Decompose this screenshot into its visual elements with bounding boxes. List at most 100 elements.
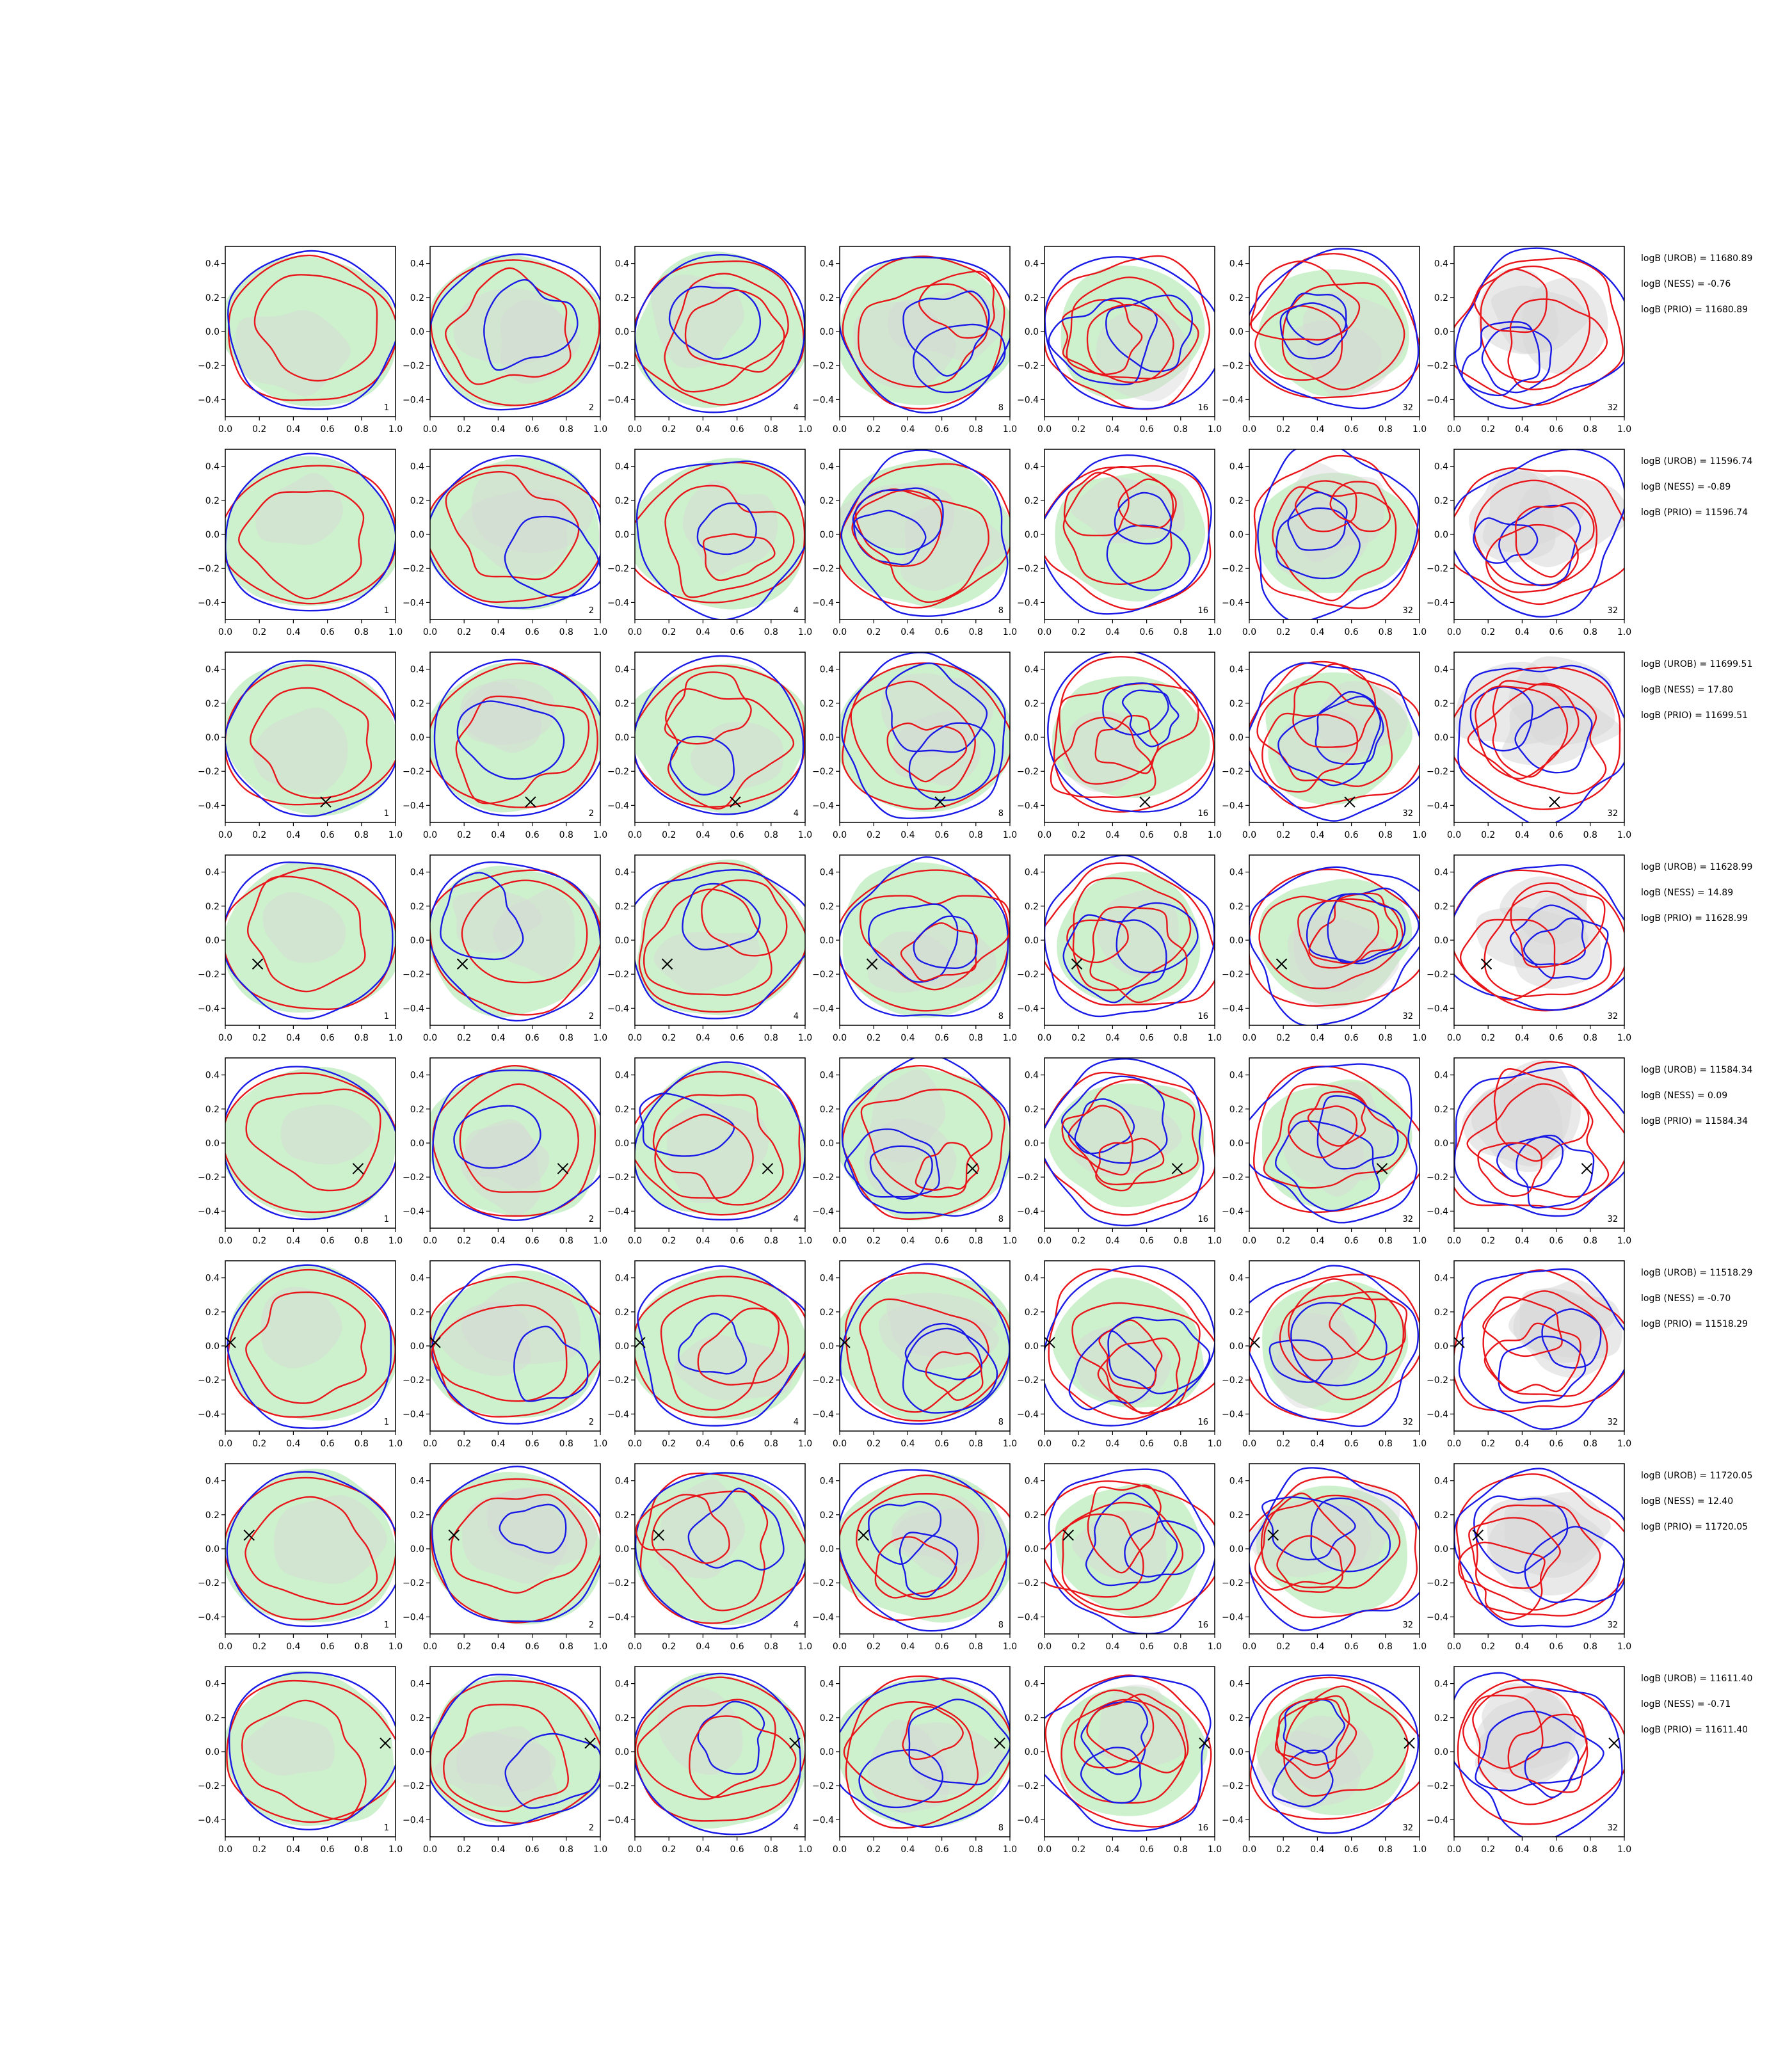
y-tick-label: 0.2 xyxy=(615,496,629,506)
y-tick-label: 0.4 xyxy=(205,1476,220,1487)
grey-density-fill xyxy=(435,1731,558,1807)
red-inner-contour xyxy=(1484,890,1612,997)
panel-contents xyxy=(1454,656,1624,822)
panel-contents xyxy=(1249,866,1420,1025)
y-tick-label: 0.0 xyxy=(1229,1341,1244,1352)
red-inner-contour xyxy=(1071,1302,1201,1414)
green-density-fill xyxy=(225,662,396,816)
grey-density-fill xyxy=(667,1103,769,1204)
red-inner-contour xyxy=(859,895,1010,991)
y-tick-label: −0.4 xyxy=(1222,801,1244,811)
x-tick-label: 0.4 xyxy=(1105,627,1119,637)
green-density-fill xyxy=(430,254,600,407)
panel-r1-c4: 0.0 0.2 0.4 0.6 0.8 1.0 0.4 0.2 0.0 −0.2 −0.4 8 xyxy=(812,246,1017,435)
x-tick-label: 0.4 xyxy=(1515,1033,1529,1043)
x-tick-label: 0.8 xyxy=(559,1236,573,1246)
x-tick-label: 0.8 xyxy=(1583,1642,1597,1652)
red-contour xyxy=(1044,862,1215,1006)
panel-index-label: 32 xyxy=(1607,1620,1618,1630)
y-tick-label: 0.4 xyxy=(820,1274,834,1284)
x-tick-label: 0.4 xyxy=(1105,1844,1119,1855)
y-tick-label: −0.4 xyxy=(607,801,629,811)
red-contour xyxy=(1044,1674,1212,1828)
y-tick-label: 0.4 xyxy=(820,1476,834,1487)
x-tick-label: 0.8 xyxy=(1379,1033,1393,1043)
red-inner-contour xyxy=(1276,1535,1343,1593)
y-tick-label: 0.2 xyxy=(1434,1105,1448,1115)
y-tick-label: −0.2 xyxy=(607,767,629,777)
true-value-marker xyxy=(557,1163,569,1174)
y-tick-label: −0.2 xyxy=(1427,1375,1448,1386)
y-tick-label: −0.2 xyxy=(1017,1172,1039,1183)
y-tick-label: −0.4 xyxy=(1222,1004,1244,1014)
red-inner-contour xyxy=(1297,900,1380,969)
x-tick-label: 0.6 xyxy=(1139,627,1153,637)
x-tick-label: 0.6 xyxy=(525,1844,539,1855)
grey-density-fill xyxy=(260,1286,342,1368)
true-value-marker xyxy=(430,1336,441,1348)
red-contour xyxy=(225,1476,396,1620)
y-tick-label: 0.0 xyxy=(1434,1341,1448,1352)
y-tick-label: −0.2 xyxy=(1222,970,1244,980)
blue-inner-contour xyxy=(908,1699,1010,1786)
grey-density-fill xyxy=(1455,661,1577,745)
x-tick-label: 0.6 xyxy=(934,1033,948,1043)
x-tick-label: 0.4 xyxy=(286,1439,300,1449)
red-inner-contour xyxy=(1477,1142,1543,1197)
x-tick-label: 0.2 xyxy=(867,830,881,840)
x-tick-label: 0.8 xyxy=(764,627,778,637)
x-tick-label: 1.0 xyxy=(1617,1033,1631,1043)
panel-contents xyxy=(430,861,600,1022)
red-inner-contour xyxy=(900,922,978,982)
panel-r3-c1: 0.0 0.2 0.4 0.6 0.8 1.0 0.4 0.2 0.0 −0.2 −0.4 1 xyxy=(198,652,403,840)
x-tick-label: 0.8 xyxy=(1174,1033,1188,1043)
y-tick-label: 0.0 xyxy=(1025,1341,1039,1352)
x-tick-label: 0.0 xyxy=(218,1844,232,1855)
logb-annotation: logB (NESS) = -0.89 xyxy=(1641,482,1731,492)
y-tick-label: 0.4 xyxy=(820,868,834,878)
y-tick-label: −0.4 xyxy=(198,598,220,608)
blue-inner-contour xyxy=(669,735,735,796)
x-tick-label: 0.0 xyxy=(1447,1033,1461,1043)
x-tick-label: 0.0 xyxy=(833,627,847,637)
x-tick-label: 0.0 xyxy=(1447,424,1461,435)
x-tick-label: 0.2 xyxy=(1481,1642,1495,1652)
blue-inner-contour xyxy=(853,509,927,566)
y-tick-label: 0.4 xyxy=(205,259,220,269)
x-tick-label: 0.6 xyxy=(1549,1439,1563,1449)
x-tick-label: 0.4 xyxy=(1310,1033,1324,1043)
panel-contents xyxy=(635,1265,805,1427)
y-tick-label: 0.2 xyxy=(1025,699,1039,709)
x-tick-label: 0.6 xyxy=(1344,1236,1358,1246)
x-tick-label: 1.0 xyxy=(593,1236,607,1246)
x-tick-label: 0.4 xyxy=(1515,424,1529,435)
blue-inner-contour xyxy=(1498,1335,1587,1404)
x-tick-label: 0.0 xyxy=(628,1236,642,1246)
panel-index-label: 8 xyxy=(998,403,1004,413)
panel-contents xyxy=(840,652,1010,819)
y-tick-label: 0.0 xyxy=(410,1544,424,1555)
y-tick-label: 0.0 xyxy=(205,1139,220,1149)
y-tick-label: 0.0 xyxy=(615,530,629,540)
red-inner-contour xyxy=(701,879,788,957)
x-tick-label: 0.8 xyxy=(1583,1844,1597,1855)
x-tick-label: 0.6 xyxy=(934,1844,948,1855)
red-inner-contour xyxy=(1261,712,1359,793)
y-tick-label: 0.2 xyxy=(410,1105,424,1115)
x-tick-label: 0.6 xyxy=(730,830,744,840)
y-tick-label: 0.4 xyxy=(820,1071,834,1081)
red-contour xyxy=(842,255,1005,410)
x-tick-label: 0.6 xyxy=(1549,1236,1563,1246)
blue-inner-contour xyxy=(1121,689,1180,748)
grey-density-fill xyxy=(457,489,570,575)
x-tick-label: 0.4 xyxy=(491,1033,505,1043)
panel-r3-c5: 0.0 0.2 0.4 0.6 0.8 1.0 0.4 0.2 0.0 −0.2 −0.4 16 xyxy=(1017,652,1222,840)
x-tick-label: 0.4 xyxy=(900,830,915,840)
grey-density-fill xyxy=(1062,710,1142,793)
y-tick-label: 0.0 xyxy=(820,327,834,337)
panel-index-label: 2 xyxy=(589,1620,594,1630)
panel-index-label: 8 xyxy=(998,1418,1004,1427)
grey-density-fill xyxy=(461,1489,569,1584)
panel-index-label: 2 xyxy=(589,1215,594,1224)
panel-contents xyxy=(1044,255,1215,410)
